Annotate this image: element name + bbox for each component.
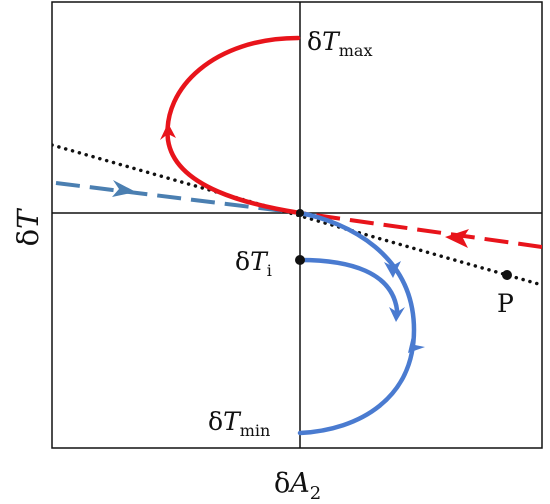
blue-inner-trajectory xyxy=(297,257,400,313)
dashed-blue-arrow xyxy=(112,180,136,197)
plot-frame xyxy=(51,1,543,449)
origin-point xyxy=(296,209,304,217)
blue-upper-arrow xyxy=(384,261,401,278)
x-axis-label: δA2 xyxy=(274,468,321,504)
t-min-label: δTmin xyxy=(208,407,270,440)
p-point xyxy=(502,270,512,280)
y-axis-label: δT xyxy=(11,207,45,246)
dashed-red-trajectory xyxy=(299,211,542,249)
dashed-red-arrow xyxy=(445,229,469,248)
blue-inner-arrow xyxy=(389,307,405,322)
point-p-label: P xyxy=(497,289,514,318)
blue-outer-arrow xyxy=(408,336,425,353)
t-max-label: δTmax xyxy=(307,27,372,60)
red-trajectory-arrow xyxy=(160,123,176,140)
dashed-blue-trajectory xyxy=(55,181,301,215)
blue-outer-trajectory xyxy=(297,210,417,436)
t-i-label: δTi xyxy=(235,247,272,280)
red-trajectory xyxy=(165,35,303,216)
ti-point xyxy=(295,255,305,265)
